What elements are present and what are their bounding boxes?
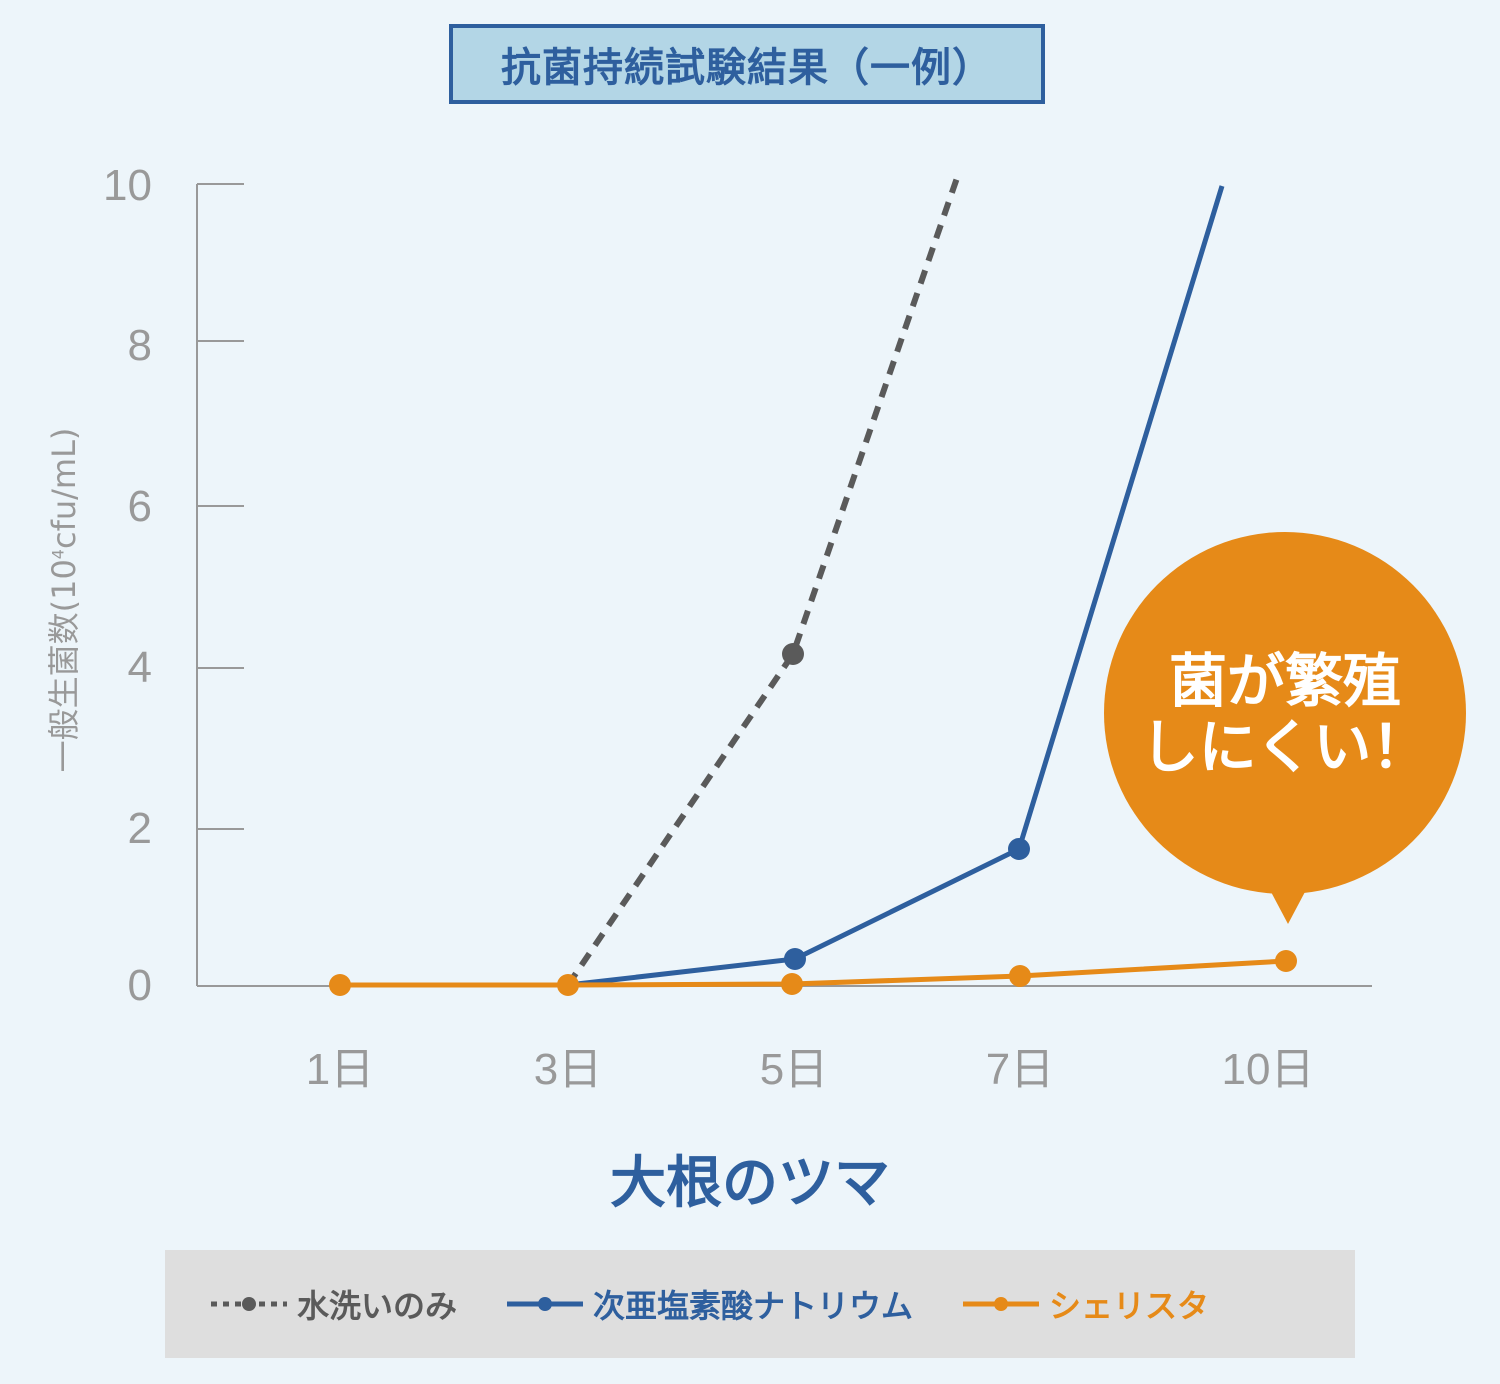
chart-title: 抗菌持続試験結果（一例） [449,24,1045,104]
x-tick-label: 10日 [1222,1045,1315,1094]
chart-subject: 大根のツマ [610,1151,890,1216]
y-tick-label: 0 [128,961,152,1010]
line-chart: 0 2 4 6 8 10 1日 3日 5日 7日 10日 [103,161,1466,1094]
series-sherista [329,950,1297,996]
callout-bubble [1104,532,1466,924]
callout-text: 菌が繁殖 しにくい！ [1140,647,1430,781]
y-tick-label: 8 [128,321,152,370]
solid-line-marker-icon [507,1297,584,1311]
x-tick-label: 1日 [306,1045,374,1094]
y-tick-label: 10 [103,161,152,210]
y-tick-label: 6 [128,482,152,531]
y-tick-label: 2 [128,804,152,853]
legend-item-sodium-hypochlorite: 次亜塩素酸ナトリウム [505,1281,913,1327]
series-water-only [565,174,961,987]
y-tick-labels: 0 2 4 6 8 10 [103,161,152,1010]
legend: 水洗いのみ 次亜塩素酸ナトリウム シェリスタ [165,1250,1355,1358]
x-tick-label: 5日 [760,1045,828,1094]
x-tick-labels: 1日 3日 5日 7日 10日 [306,1045,1315,1094]
y-tick-label: 4 [128,643,152,692]
legend-item-sherista: シェリスタ [961,1281,1209,1327]
dashed-line-marker-icon [211,1297,287,1311]
solid-line-marker-icon [963,1297,1040,1311]
x-tick-label: 7日 [986,1045,1054,1094]
legend-item-water-only: 水洗いのみ [209,1281,457,1327]
series-sodium-hypochlorite [567,185,1225,988]
x-tick-label: 3日 [534,1045,602,1094]
y-axis [196,183,244,986]
